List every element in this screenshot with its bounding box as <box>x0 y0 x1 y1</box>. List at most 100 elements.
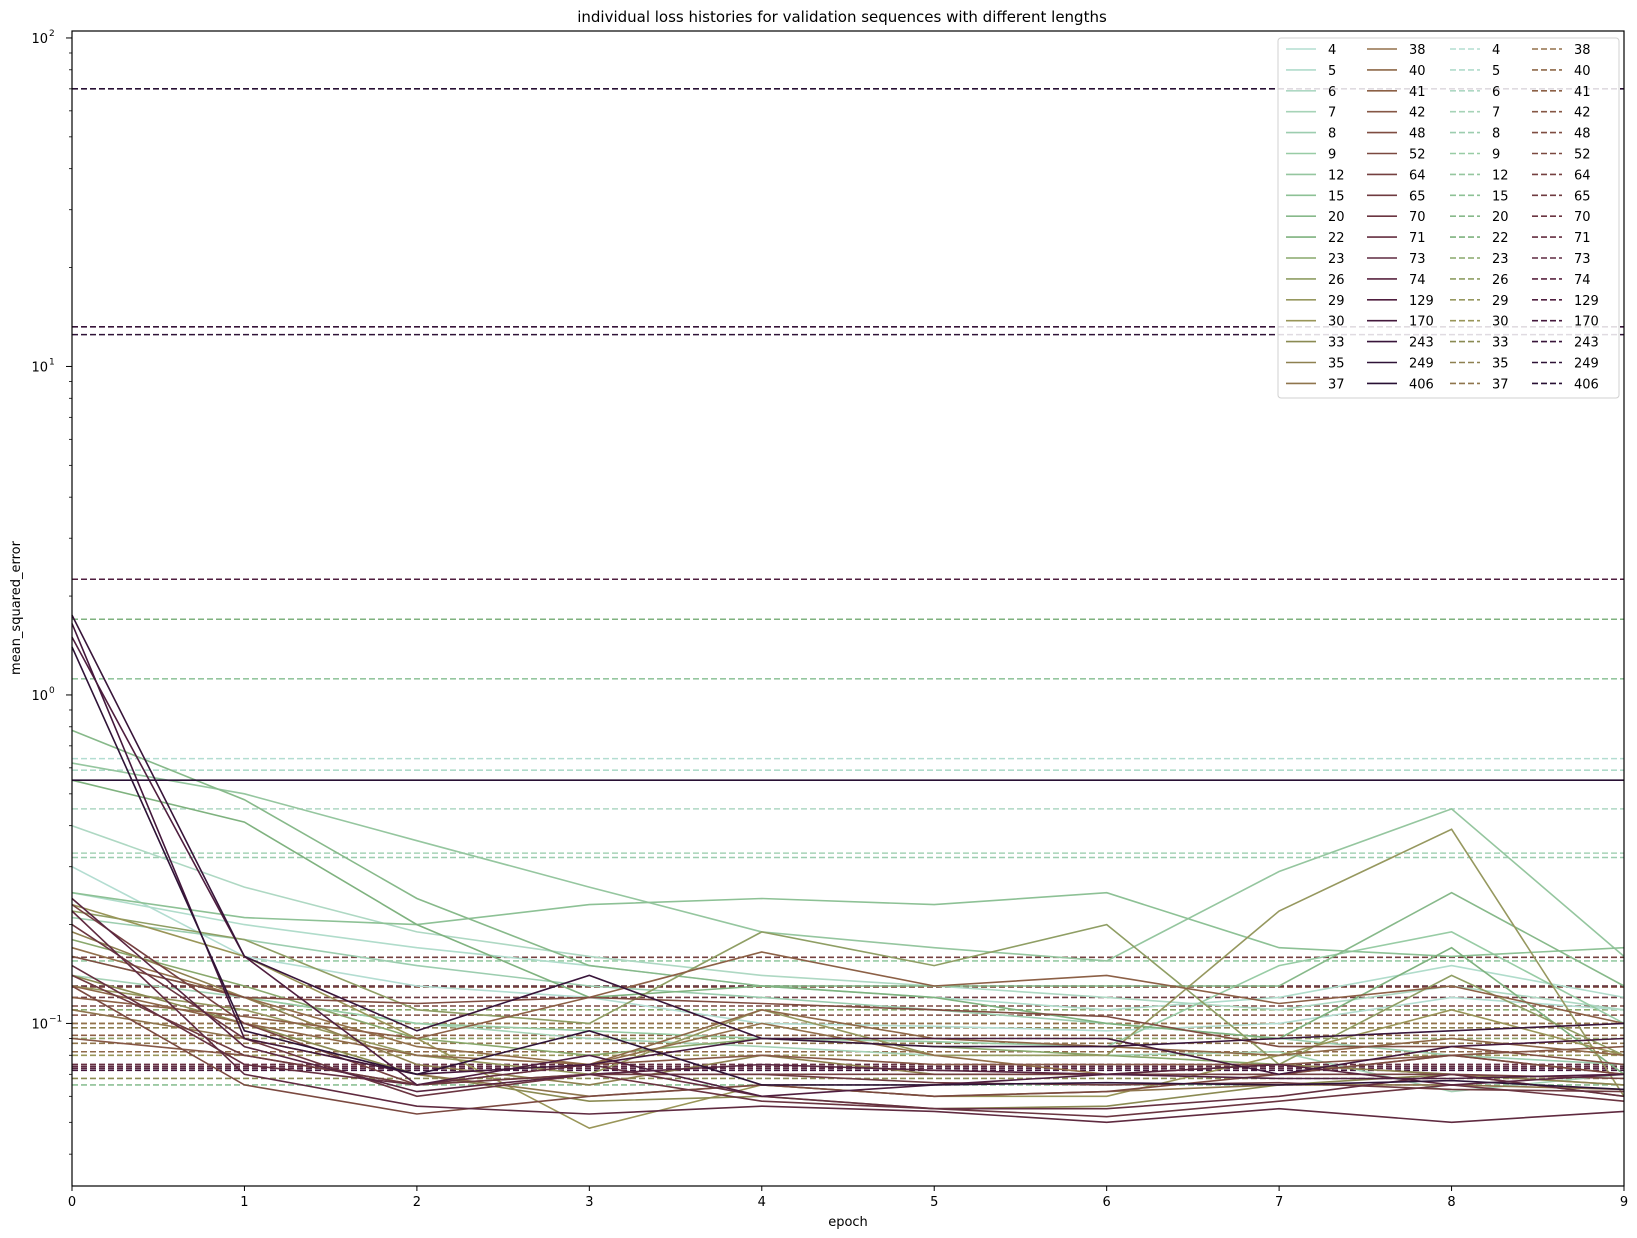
legend-label: 406 <box>1409 377 1434 392</box>
legend-label: 70 <box>1574 210 1591 225</box>
train-line-249 <box>71 646 1625 1091</box>
x-axis-label: epoch <box>828 1215 868 1230</box>
train-line-41 <box>71 951 1625 1040</box>
train-line-35 <box>71 931 1625 1086</box>
train-line-22 <box>71 779 1625 1075</box>
train-line-243 <box>71 614 1625 1048</box>
y-tick-label: 10 <box>31 1017 48 1032</box>
legend-box <box>1277 37 1620 399</box>
legend-label: 243 <box>1409 336 1434 351</box>
legend-label: 64 <box>1574 168 1591 183</box>
legend-label: 29 <box>1492 294 1509 309</box>
legend-label: 8 <box>1328 127 1336 142</box>
legend-label: 52 <box>1409 148 1426 163</box>
legend-label: 30 <box>1492 315 1509 330</box>
plot-frame <box>71 30 1625 1187</box>
train-line-6 <box>71 824 1625 1011</box>
train-line-73 <box>71 910 1625 1124</box>
legend-label: 30 <box>1328 315 1345 330</box>
train-line-74 <box>71 897 1625 1093</box>
x-tick-label: 3 <box>585 1195 593 1210</box>
legend-label: 12 <box>1328 168 1345 183</box>
legend-label: 15 <box>1328 189 1345 204</box>
legend-label: 15 <box>1492 189 1509 204</box>
legend-label: 9 <box>1492 148 1500 163</box>
legend-label: 170 <box>1574 315 1599 330</box>
legend-label: 4 <box>1328 43 1336 58</box>
train-line-15 <box>71 891 1625 958</box>
legend-label: 40 <box>1574 64 1591 79</box>
legend-label: 37 <box>1328 377 1345 392</box>
x-tick-label: 0 <box>68 1195 76 1210</box>
y-tick-exponent: −1 <box>49 1014 62 1024</box>
legend-label: 41 <box>1409 85 1426 100</box>
legend-label: 29 <box>1328 294 1345 309</box>
train-line-29 <box>71 828 1625 1097</box>
y-tick-label: 10 <box>31 360 48 375</box>
legend-label: 37 <box>1492 377 1509 392</box>
legend-label: 40 <box>1409 64 1426 79</box>
legend-label: 406 <box>1574 377 1599 392</box>
legend-label: 52 <box>1574 148 1591 163</box>
legend-label: 23 <box>1492 252 1509 267</box>
legend-label: 73 <box>1409 252 1426 267</box>
x-tick-label: 2 <box>413 1195 421 1210</box>
legend-label: 7 <box>1492 106 1500 121</box>
y-tick-exponent: 0 <box>49 686 55 696</box>
plot-lines <box>71 88 1625 1130</box>
legend-label: 33 <box>1328 336 1345 351</box>
legend-label: 12 <box>1492 168 1509 183</box>
legend-label: 170 <box>1409 315 1434 330</box>
legend-label: 73 <box>1574 252 1591 267</box>
legend-label: 48 <box>1574 127 1591 142</box>
y-tick-exponent: 2 <box>49 29 55 39</box>
x-tick-label: 8 <box>1447 1195 1455 1210</box>
legend-label: 249 <box>1409 357 1434 372</box>
x-tick-label: 9 <box>1620 1195 1628 1210</box>
train-line-70 <box>71 923 1625 1118</box>
y-tick-label: 10 <box>31 32 48 47</box>
legend-label: 5 <box>1492 64 1500 79</box>
legend-label: 20 <box>1492 210 1509 225</box>
x-tick-label: 1 <box>240 1195 248 1210</box>
legend-label: 65 <box>1409 189 1426 204</box>
train-line-26 <box>71 910 1625 1066</box>
legend-label: 20 <box>1328 210 1345 225</box>
legend-label: 243 <box>1574 336 1599 351</box>
legend-label: 6 <box>1492 85 1500 100</box>
train-line-71 <box>71 964 1625 1110</box>
chart-title: individual loss histories for validation… <box>577 8 1107 26</box>
train-line-48 <box>71 955 1625 1066</box>
legend-label: 74 <box>1574 273 1591 288</box>
legend-label: 26 <box>1328 273 1345 288</box>
legend-label: 71 <box>1574 231 1591 246</box>
legend-label: 6 <box>1328 85 1336 100</box>
legend-label: 74 <box>1409 273 1426 288</box>
legend-label: 9 <box>1328 148 1336 163</box>
x-tick-label: 4 <box>758 1195 766 1210</box>
legend-label: 38 <box>1574 43 1591 58</box>
x-tick-label: 7 <box>1275 1195 1283 1210</box>
legend: 4567891215202223262930333537384041424852… <box>1277 37 1620 399</box>
legend-label: 48 <box>1409 127 1426 142</box>
legend-label: 71 <box>1409 231 1426 246</box>
train-line-12 <box>71 762 1625 962</box>
legend-label: 65 <box>1574 189 1591 204</box>
x-axis: 0 1 2 3 4 5 6 7 8 9 <box>68 1186 1628 1210</box>
y-axis-label: mean_squared_error <box>9 540 24 675</box>
legend-label: 33 <box>1492 336 1509 351</box>
legend-label: 26 <box>1492 273 1509 288</box>
legend-label: 8 <box>1492 127 1500 142</box>
y-tick-label: 10 <box>31 689 48 704</box>
legend-label: 5 <box>1328 64 1336 79</box>
legend-label: 42 <box>1574 106 1591 121</box>
legend-label: 129 <box>1574 294 1599 309</box>
legend-label: 22 <box>1492 231 1509 246</box>
x-tick-label: 5 <box>930 1195 938 1210</box>
legend-label: 35 <box>1492 357 1509 372</box>
train-line-170 <box>71 623 1625 1076</box>
legend-label: 7 <box>1328 106 1336 121</box>
legend-label: 70 <box>1409 210 1426 225</box>
